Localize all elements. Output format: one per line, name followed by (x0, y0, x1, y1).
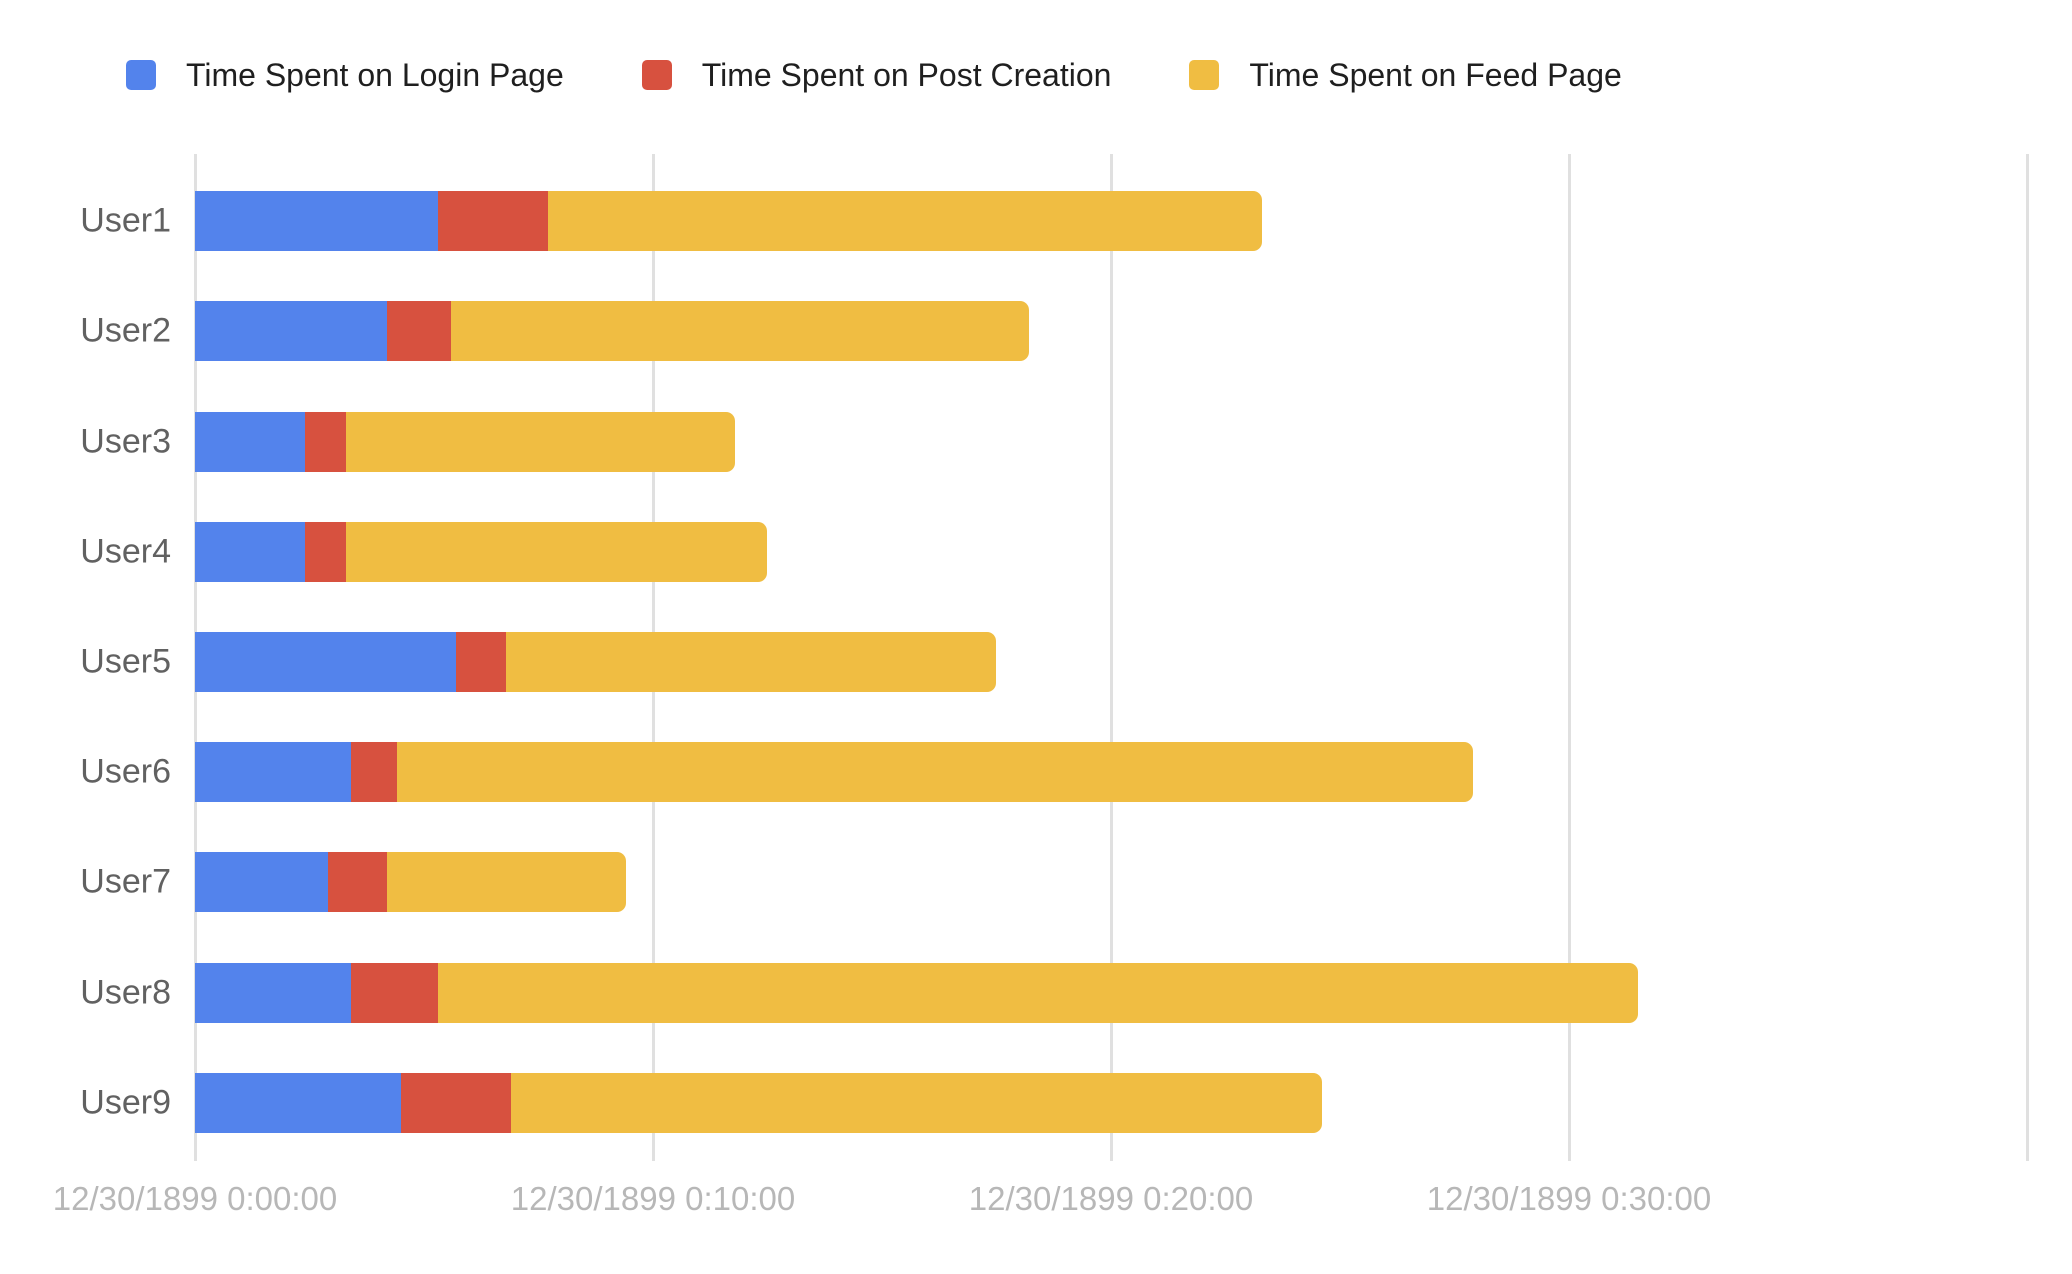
x-axis-tick-label: 12/30/1899 0:00:00 (52, 1180, 338, 1217)
stacked-bar (195, 852, 2027, 913)
stacked-bar (195, 191, 2027, 252)
x-axis-tick-label: 12/30/1899 0:10:00 (510, 1180, 796, 1217)
bar-row: User1 (80, 154, 2027, 264)
axis-tick (2025, 1146, 2029, 1161)
category-label: User6 (80, 752, 171, 791)
bar-segment-login-page (195, 301, 388, 362)
stacked-bar (195, 1072, 2027, 1133)
category-label: User7 (80, 862, 171, 901)
category-label: User8 (80, 973, 171, 1012)
legend-item-post-creation: Time Spent on Post Creation (641, 57, 1112, 93)
category-label: User4 (80, 532, 171, 571)
stacked-bar (195, 742, 2027, 803)
legend-label: Time Spent on Post Creation (701, 57, 1112, 93)
bar-segment-feed-page (437, 962, 1638, 1023)
legend-label: Time Spent on Login Page (186, 57, 564, 93)
gridline (1567, 154, 1571, 1146)
x-axis-tick-label: 12/30/1899 0:30:00 (1426, 1180, 1712, 1217)
category-label: User3 (80, 422, 171, 461)
gridline (2025, 154, 2029, 1146)
bar-segment-login-page (195, 631, 457, 692)
bar-segment-login-page (195, 742, 351, 803)
bar-segment-post-creation (401, 1072, 511, 1133)
axis-tick (651, 1146, 655, 1161)
bar-segment-feed-page (506, 631, 997, 692)
bar-row: User2 (80, 264, 2027, 374)
bar-row: User8 (80, 926, 2027, 1036)
bar-segment-login-page (195, 191, 438, 252)
x-axis-labels: 12/30/1899 0:00:00 12/30/1899 0:10:00 12/3… (0, 1180, 2072, 1226)
stacked-bar (195, 521, 2027, 582)
stacked-bar (195, 962, 2027, 1023)
legend-item-feed-page: Time Spent on Feed Page (1189, 57, 1622, 93)
category-label: User2 (80, 311, 171, 350)
bar-row: User9 (80, 1036, 2027, 1146)
bar-row: User4 (80, 485, 2027, 595)
stacked-bar (195, 301, 2027, 362)
bar-segment-login-page (195, 852, 328, 913)
bar-segment-feed-page (547, 191, 1263, 252)
bar-segment-login-page (195, 411, 305, 472)
bar-segment-login-page (195, 962, 351, 1023)
bar-rows: User1 User2 User3 User4 User5 User6 User7 User8… (80, 154, 2027, 1146)
bar-segment-post-creation (437, 191, 548, 252)
legend-item-login-page: Time Spent on Login Page (126, 59, 564, 91)
bar-segment-feed-page (346, 411, 736, 472)
x-axis-tick-label: 12/30/1899 0:20:00 (968, 1180, 1254, 1217)
legend-swatch-icon (641, 60, 672, 90)
bar-row: User3 (80, 374, 2027, 484)
axis-tick (193, 1146, 197, 1161)
bar-segment-feed-page (346, 521, 768, 582)
gridline (1109, 154, 1113, 1146)
legend-swatch-icon (1189, 60, 1220, 90)
stacked-bar (195, 411, 2027, 472)
category-label: User1 (80, 201, 171, 240)
bar-row: User5 (80, 595, 2027, 705)
bar-segment-post-creation (387, 301, 452, 362)
bar-row: User6 (80, 705, 2027, 815)
bar-segment-post-creation (304, 521, 347, 582)
legend: Time Spent on Login Page Time Spent on Po… (126, 42, 1622, 108)
bar-segment-feed-page (511, 1072, 1322, 1133)
bar-segment-post-creation (456, 631, 507, 692)
bar-segment-post-creation (350, 742, 397, 803)
bar-segment-login-page (195, 521, 305, 582)
plot-area: User1 User2 User3 User4 User5 User6 User7 User8… (80, 154, 2029, 1161)
bar-segment-feed-page (387, 852, 626, 913)
bar-segment-feed-page (451, 301, 1029, 362)
bar-segment-feed-page (396, 742, 1473, 803)
category-label: User9 (80, 1083, 171, 1122)
bar-segment-post-creation (327, 852, 388, 913)
bar-row: User7 (80, 815, 2027, 925)
axis-tick (1109, 1146, 1113, 1161)
legend-swatch-icon (126, 60, 156, 90)
bar-segment-login-page (195, 1072, 402, 1133)
legend-label: Time Spent on Feed Page (1249, 57, 1622, 93)
bar-segment-post-creation (304, 411, 347, 472)
bar-segment-post-creation (350, 962, 438, 1023)
category-label: User5 (80, 642, 171, 681)
stacked-bar (195, 631, 2027, 692)
axis-tick (1567, 1146, 1571, 1161)
